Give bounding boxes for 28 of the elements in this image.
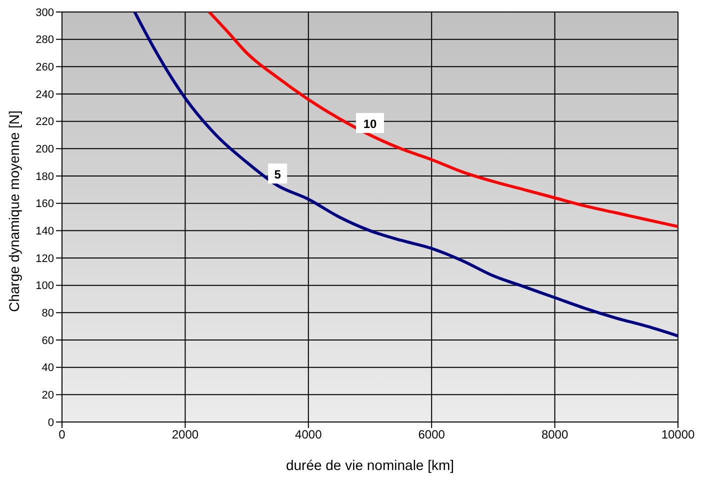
y-tick-label: 300: [36, 6, 54, 19]
y-tick-label: 140: [36, 226, 54, 238]
y-tick-label: 180: [36, 170, 54, 183]
y-tick-label: 20: [42, 390, 54, 402]
x-tick-label: 0: [58, 428, 66, 442]
y-tick-label: 60: [42, 334, 54, 347]
y-tick-label: 200: [36, 144, 54, 156]
y-tick-label: 260: [36, 62, 54, 74]
line-series: [133, 12, 678, 338]
x-tick-label: 2000: [172, 428, 199, 442]
x-tick-label: 10000: [661, 428, 696, 442]
y-tick-label: 120: [36, 252, 54, 265]
y-tick-label: 40: [42, 362, 54, 374]
line-series: [208, 12, 678, 228]
x-tick-label: 8000: [541, 428, 568, 442]
x-tick-label: 4000: [295, 428, 322, 442]
y-tick-label: 220: [36, 116, 54, 128]
series-label: 5: [274, 168, 282, 182]
y-tick-label: 80: [42, 308, 54, 320]
y-axis-title: Charge dynamique moyenne [N]: [6, 110, 22, 312]
y-tick-label: 280: [36, 34, 54, 46]
y-tick-label: 160: [36, 198, 54, 210]
series-label: 10: [363, 117, 377, 131]
y-tick-label: 100: [36, 280, 54, 292]
y-tick-label: 0: [48, 416, 54, 429]
y-tick-label: 240: [36, 88, 54, 101]
x-tick-label: 6000: [418, 428, 446, 442]
x-axis-title: durée de vie nominale [km]: [286, 457, 454, 473]
